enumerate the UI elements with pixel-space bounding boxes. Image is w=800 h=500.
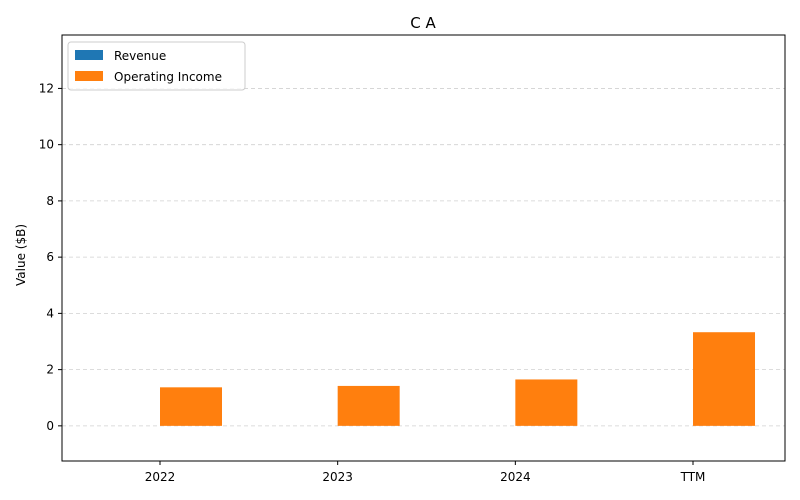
bar-operating-income-2024 xyxy=(515,379,578,426)
gridlines xyxy=(62,88,785,427)
x-axis-ticks: 2022 2023 2024 TTM xyxy=(145,461,706,484)
y-axis-ticks: 0 2 4 6 8 10 12 xyxy=(39,81,62,433)
y-tick-label: 10 xyxy=(39,138,54,152)
legend-swatch-operating-income xyxy=(75,71,103,81)
plot-frame xyxy=(61,34,786,462)
bars xyxy=(160,332,756,426)
x-tick-label: 2022 xyxy=(145,470,176,484)
chart-title: C A xyxy=(410,14,436,32)
y-tick-label: 12 xyxy=(39,81,54,95)
y-tick-label: 0 xyxy=(46,419,54,433)
bar-operating-income-2023 xyxy=(337,385,400,426)
legend-label-operating-income: Operating Income xyxy=(114,70,222,84)
legend-swatch-revenue xyxy=(75,50,103,60)
legend-label-revenue: Revenue xyxy=(114,49,166,63)
legend: Revenue Operating Income xyxy=(67,41,246,91)
x-tick-label: TTM xyxy=(680,470,706,484)
x-tick-label: 2023 xyxy=(322,470,353,484)
legend-box xyxy=(67,41,246,91)
y-tick-label: 8 xyxy=(46,194,54,208)
bar-operating-income-ttm xyxy=(693,332,756,426)
y-tick-label: 4 xyxy=(46,306,54,320)
bar-operating-income-2022 xyxy=(160,387,222,426)
x-tick-label: 2024 xyxy=(500,470,531,484)
y-tick-label: 2 xyxy=(46,363,54,377)
y-axis-label: Value ($B) xyxy=(14,224,28,286)
y-tick-label: 6 xyxy=(46,250,54,264)
